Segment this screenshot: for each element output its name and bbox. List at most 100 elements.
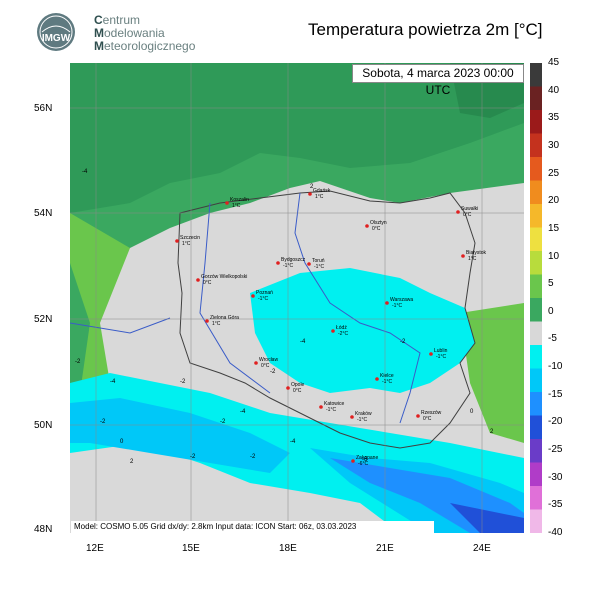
city-marker [331, 329, 335, 333]
contour-label: 2 [130, 459, 134, 465]
colorbar-segment [530, 204, 542, 228]
city-temperature: 1°C [212, 321, 221, 327]
contour-label: -2 [100, 419, 106, 425]
city-temperature: -1°C [436, 354, 446, 360]
city-temperature: -1°C [314, 264, 324, 270]
city-name: Szczecin [180, 235, 200, 241]
lat-label: 54N [34, 208, 53, 219]
contour-label: -2 [400, 339, 406, 345]
colorbar-label: 20 [548, 195, 560, 207]
city-temperature: -1°C [258, 296, 268, 302]
city-temperature: 1°C [315, 194, 324, 200]
colorbar-label: -20 [548, 416, 563, 428]
org-name: Centrum Modelowania Meteorologicznego [94, 13, 196, 53]
colorbar-segment [530, 368, 542, 393]
city-marker [276, 261, 280, 265]
city-temperature: -1°C [392, 303, 402, 309]
colorbar-label: -15 [548, 388, 563, 400]
colorbar-segment [530, 392, 542, 416]
city-name: Toruń [312, 258, 325, 264]
city-name: Zielona Góra [210, 315, 239, 321]
city-temperature: 0°C [261, 363, 270, 369]
date-label: Sobota, 4 marca 2023 00:00 UTC [352, 64, 524, 97]
city-marker [385, 301, 389, 305]
colorbar-label: -40 [548, 527, 563, 538]
city-marker [286, 386, 290, 390]
colorbar-segment [530, 63, 542, 87]
city-name: Koszalin [230, 197, 249, 203]
city-name: Kielce [380, 373, 394, 379]
contour-label: -2 [180, 379, 186, 385]
contour-label: -4 [110, 379, 116, 385]
contour-label: -2 [250, 454, 256, 460]
lat-label: 52N [34, 314, 53, 325]
city-name: Białystok [466, 250, 487, 256]
colorbar-label: 30 [548, 139, 560, 151]
colorbar-segment [530, 345, 542, 369]
city-name: Gorzów Wielkopolski [201, 274, 247, 280]
logo-text: IMGW [42, 33, 71, 44]
city-name: Zakopane [356, 455, 378, 461]
lon-label: 24E [473, 543, 491, 554]
city-marker [351, 459, 355, 463]
lat-label: 48N [34, 524, 53, 535]
city-marker [175, 239, 179, 243]
city-marker [308, 192, 312, 196]
city-temperature: -1°C [326, 407, 336, 413]
colorbar-segment [530, 509, 542, 533]
colorbar-label: 35 [548, 112, 560, 124]
city-temperature: 1°C [232, 203, 241, 209]
contour-label: -2 [220, 419, 226, 425]
city-temperature: 0°C [423, 416, 432, 422]
city-marker [205, 319, 209, 323]
colorbar-segment [530, 462, 542, 487]
model-info: Model: COSMO 5.05 Grid dx/dy: 2.8km Inpu… [71, 521, 434, 533]
contour-label: -4 [300, 339, 306, 345]
colorbar-segment [530, 86, 542, 111]
city-name: Kraków [355, 411, 372, 417]
city-name: Lublin [434, 348, 448, 354]
city-name: Suwałki [461, 206, 478, 212]
colorbar-segment [530, 133, 542, 158]
colorbar-segment [530, 110, 542, 134]
city-marker [456, 210, 460, 214]
city-temperature: -1°C [283, 263, 293, 269]
city-name: Opole [291, 382, 305, 388]
city-temperature: -6°C [358, 461, 368, 467]
colorbar-label: 25 [548, 167, 560, 179]
city-name: Bydgoszcz [281, 257, 306, 263]
colorbar-label: -25 [548, 444, 563, 456]
city-name: Łódź [336, 325, 347, 331]
city-temperature: 0°C [293, 388, 302, 394]
colorbar-label: -10 [548, 361, 563, 373]
lon-label: 18E [279, 543, 297, 554]
city-marker [365, 224, 369, 228]
city-marker [196, 278, 200, 282]
city-marker [350, 415, 354, 419]
contour-label: -2 [270, 369, 276, 375]
colorbar-segment [530, 157, 542, 181]
city-marker [319, 405, 323, 409]
contour-label: 0 [120, 439, 124, 445]
colorbar-label: 40 [548, 84, 560, 96]
colorbar-label: -5 [548, 333, 557, 345]
lat-label: 56N [34, 103, 53, 114]
colorbar-label: -35 [548, 499, 563, 511]
lat-label: 50N [34, 420, 53, 431]
colorbar-segment [530, 227, 542, 252]
lon-label: 15E [182, 543, 200, 554]
city-marker [416, 414, 420, 418]
lon-label: 21E [376, 543, 394, 554]
city-marker [429, 352, 433, 356]
city-marker [225, 201, 229, 205]
contour-label: -2 [190, 454, 196, 460]
contour-label: -4 [290, 439, 296, 445]
colorbar-segment [530, 180, 542, 205]
city-temperature: 0°C [372, 226, 381, 232]
colorbar-label: 45 [548, 57, 560, 68]
lon-label: 12E [86, 543, 104, 554]
city-temperature: -2°C [338, 331, 348, 337]
contour-label: -4 [82, 169, 88, 175]
city-temperature: -1°C [357, 417, 367, 423]
